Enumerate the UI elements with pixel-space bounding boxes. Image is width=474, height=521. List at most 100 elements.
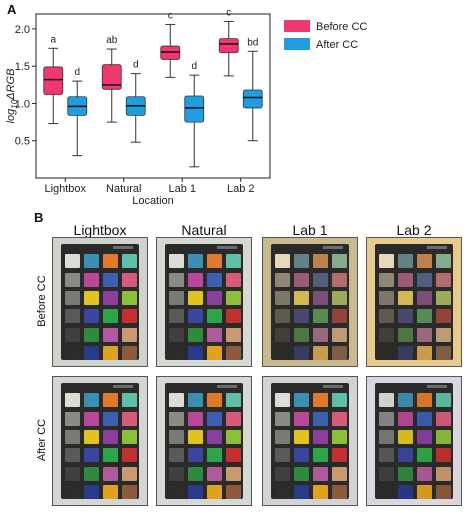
color-patch (122, 345, 137, 360)
color-patch (122, 484, 137, 499)
color-patch (226, 309, 241, 324)
significance-letter: a (50, 34, 56, 45)
significance-letter: d (191, 61, 197, 72)
color-patch (103, 411, 118, 426)
color-patch (294, 484, 309, 499)
color-checker-card (271, 383, 349, 499)
card-logo (217, 246, 237, 249)
card-logo (113, 246, 133, 249)
color-patch (122, 466, 137, 481)
color-patch (188, 411, 203, 426)
color-patch (313, 254, 328, 269)
color-patch (207, 411, 222, 426)
color-patch (169, 466, 184, 481)
column-header: Lightbox (73, 222, 127, 238)
box-0 (218, 38, 239, 54)
color-patch (275, 327, 290, 342)
color-patch (379, 484, 394, 499)
y-tick-label: 1.5 (15, 61, 30, 73)
color-patch (313, 309, 328, 324)
color-patch (332, 345, 347, 360)
color-patch (103, 466, 118, 481)
panel-a-label: A (7, 2, 17, 17)
significance-letter: c (168, 10, 173, 21)
color-patch (84, 411, 99, 426)
color-patch (436, 309, 451, 324)
color-patch (169, 327, 184, 342)
color-patch (65, 393, 80, 408)
color-patch (84, 327, 99, 342)
color-checker-photo (52, 376, 148, 506)
color-patch (103, 290, 118, 305)
color-patch (275, 466, 290, 481)
card-logo (323, 385, 343, 388)
color-patch (398, 484, 413, 499)
color-patch (188, 254, 203, 269)
color-patch (103, 429, 118, 444)
color-patch (417, 448, 432, 463)
color-patch (275, 448, 290, 463)
x-tick-label: Lab 1 (168, 183, 196, 195)
color-patch (294, 448, 309, 463)
color-patch (188, 327, 203, 342)
color-patch (379, 411, 394, 426)
color-patch (332, 448, 347, 463)
color-patch (207, 254, 222, 269)
color-checker-photo (156, 237, 252, 367)
row-header: Before CC (36, 275, 48, 327)
color-patch (103, 254, 118, 269)
color-patch (188, 345, 203, 360)
color-patch (122, 411, 137, 426)
color-patch (169, 309, 184, 324)
color-patch (379, 466, 394, 481)
x-tick-label: Lab 2 (227, 183, 255, 195)
color-patch (294, 429, 309, 444)
color-patch (313, 327, 328, 342)
color-patch (436, 466, 451, 481)
panel-b-label: B (34, 210, 44, 225)
row-header: After CC (36, 418, 48, 462)
color-patch (207, 484, 222, 499)
color-patch (294, 345, 309, 360)
color-checker-card (61, 383, 139, 499)
color-patch (332, 327, 347, 342)
color-checker-card (375, 383, 453, 499)
color-checker-photo (366, 237, 462, 367)
color-patch (398, 309, 413, 324)
color-patch (379, 272, 394, 287)
color-patch (122, 327, 137, 342)
color-patch (103, 272, 118, 287)
color-patch (379, 448, 394, 463)
color-checker-photo (52, 237, 148, 367)
card-logo (427, 385, 447, 388)
color-patch (169, 411, 184, 426)
color-patch (188, 309, 203, 324)
color-patch (294, 411, 309, 426)
color-patch (207, 448, 222, 463)
color-patch (188, 272, 203, 287)
color-patch (275, 254, 290, 269)
color-patch (417, 429, 432, 444)
color-patch (188, 290, 203, 305)
color-checker-card (165, 244, 243, 360)
color-patch (275, 309, 290, 324)
color-patch (294, 466, 309, 481)
color-patch (207, 309, 222, 324)
color-patch (169, 484, 184, 499)
color-patch (226, 411, 241, 426)
color-patch (398, 448, 413, 463)
color-patch (103, 327, 118, 342)
color-patch (65, 327, 80, 342)
color-patch (207, 290, 222, 305)
color-patch (188, 466, 203, 481)
color-patch (84, 309, 99, 324)
color-patch (207, 393, 222, 408)
box-1 (242, 89, 263, 109)
color-patch (226, 484, 241, 499)
box-1 (184, 95, 205, 123)
color-patch (275, 272, 290, 287)
plot-frame (35, 13, 271, 179)
color-checker-card (271, 244, 349, 360)
color-patch (103, 309, 118, 324)
color-patch (417, 411, 432, 426)
